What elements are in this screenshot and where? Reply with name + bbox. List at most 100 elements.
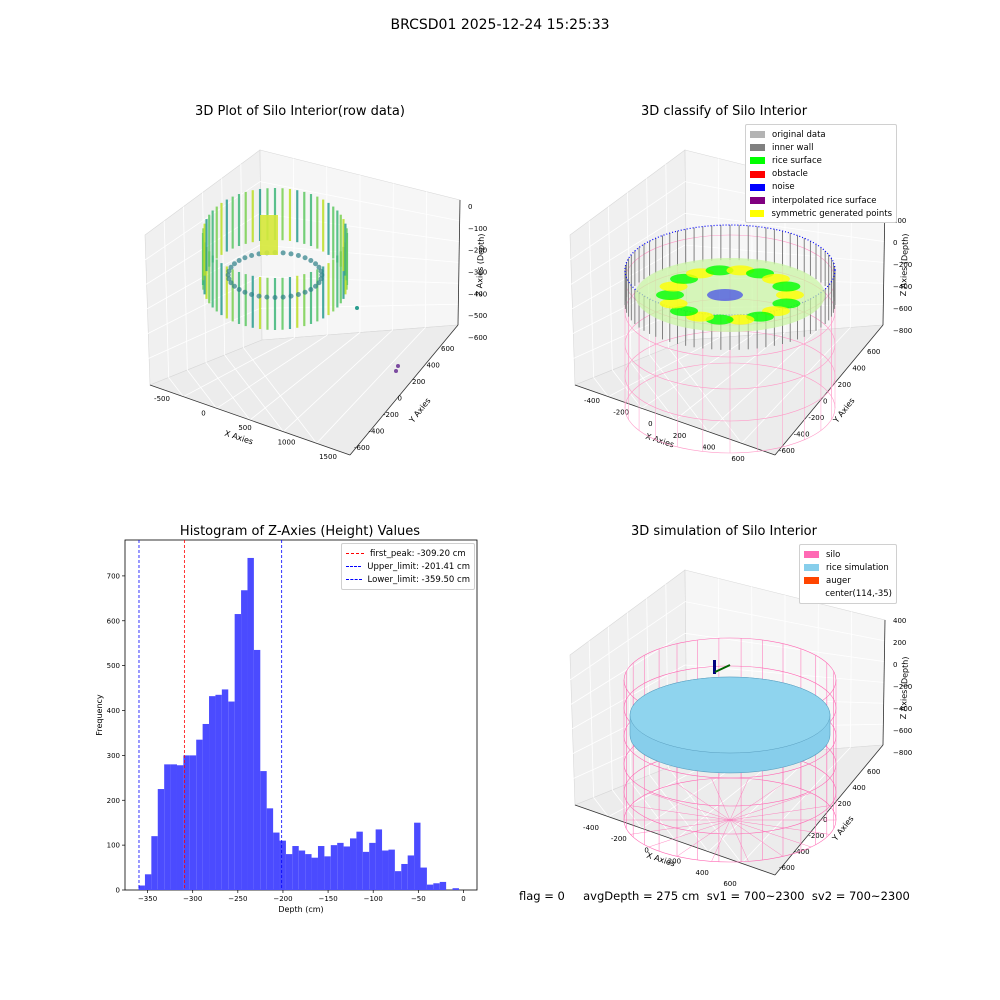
simulation-legend-swatch [804, 564, 819, 572]
z-tick-label: −800 [893, 749, 912, 757]
y-axis-line [349, 324, 459, 456]
classify-legend-label: interpolated rice surface [772, 195, 877, 206]
simulation-render [623, 637, 837, 863]
x-tick-label: 200 [668, 858, 681, 866]
x-tick-label: 400 [702, 443, 715, 451]
z-tick-label: 0 [893, 239, 897, 247]
panel4-legend: silo rice simulation auger center(114,-35) [799, 544, 897, 604]
z-tick-label: −600 [468, 334, 487, 342]
panel4-title: 3D simulation of Silo Interior [631, 524, 817, 539]
y-tick-label: 500 [107, 662, 120, 670]
histogram-bar [285, 854, 293, 890]
y-tick-label: 200 [107, 797, 120, 805]
z-tick-label: −500 [468, 312, 487, 320]
classify-legend-swatch [750, 197, 765, 205]
classify-legend-label: symmetric generated points [771, 208, 892, 219]
y-tick-label: -200 [808, 832, 824, 840]
classify-legend-label: obstacle [772, 169, 808, 180]
z-tick-label: 200 [893, 217, 906, 225]
x-axis-label: X Axies [645, 851, 676, 869]
histogram-bar [407, 855, 415, 890]
classify-legend-entry: inner wall [750, 141, 892, 154]
histogram-legend: first_peak: -309.20 cm Upper_limit: -201.… [341, 543, 475, 590]
histogram-bar [452, 888, 459, 890]
histogram-bar [253, 649, 261, 890]
x-tick-label: 500 [238, 424, 251, 432]
histogram-bar [362, 851, 370, 890]
y-tick-label: 0 [116, 887, 120, 895]
histogram-bar [382, 850, 389, 890]
histogram-bar [273, 832, 280, 890]
x-axis-label: Depth (cm) [278, 905, 323, 914]
histogram-bar [196, 739, 203, 890]
classify-legend-entry: noise [750, 181, 892, 194]
y-tick-label: 600 [107, 617, 120, 625]
z-tick-label: −800 [893, 327, 912, 335]
status-footer: flag = 0 avgDepth = 275 cm sv1 = 700~230… [519, 889, 910, 903]
x-tick-label: 0 [461, 895, 465, 903]
x-tick-label: 0 [644, 846, 648, 854]
x-axis-line [149, 384, 351, 456]
x-axis-line [574, 804, 776, 876]
histogram-bar [247, 557, 254, 890]
simulation-legend-swatch [804, 577, 819, 585]
y-axis-line [774, 744, 884, 876]
histogram-bar [228, 701, 235, 890]
z-tick-label: −300 [468, 269, 487, 277]
histogram-bar [420, 867, 427, 890]
histogram-bar [426, 884, 434, 890]
z-tick-label: 0 [468, 203, 472, 211]
x-tick-label: −50 [411, 895, 426, 903]
histogram-legend-entry: Lower_limit: -359.50 cm [346, 573, 470, 586]
histogram-bar [176, 765, 184, 890]
x-tick-label: 1000 [278, 439, 296, 447]
histogram-bar [260, 771, 267, 890]
simulation-legend-label: silo [826, 549, 841, 560]
histogram-legend-entry: Upper_limit: -201.41 cm [346, 560, 470, 573]
y-tick-label: 0 [823, 398, 827, 406]
histogram-bar [375, 829, 383, 890]
classify-legend-entry: symmetric generated points [750, 207, 892, 220]
y-tick-label: -200 [383, 411, 399, 419]
x-tick-label: −100 [364, 895, 383, 903]
histogram-bar [311, 857, 318, 890]
histogram-legend-label: Upper_limit: -201.41 cm [367, 561, 470, 572]
histogram-bar [279, 840, 286, 890]
y-tick-label: -600 [779, 864, 795, 872]
histogram-legend-swatch [346, 579, 362, 581]
histogram-legend-swatch [346, 566, 362, 568]
simulation-legend-swatch [804, 591, 818, 598]
histogram-legend-entry: first_peak: -309.20 cm [346, 547, 470, 560]
z-tick-label: 200 [893, 639, 906, 647]
panel1-title: 3D Plot of Silo Interior(row data) [195, 104, 405, 119]
simulation-legend-swatch [804, 551, 819, 559]
y-axis-line [774, 324, 884, 456]
x-tick-label: −150 [318, 895, 337, 903]
z-tick-label: 0 [893, 661, 897, 669]
simulation-legend-entry: center(114,-35) [804, 588, 892, 601]
y-axis-label: Frequency [95, 694, 104, 736]
histogram-bar [298, 850, 306, 890]
histogram-bar [292, 846, 299, 890]
histogram-bar [324, 856, 331, 890]
simulation-legend-entry: silo [804, 548, 892, 561]
figure-title: BRCSD01 2025-12-24 15:25:33 [390, 17, 610, 33]
z-tick-label: −600 [893, 727, 912, 735]
x-tick-label: −350 [138, 895, 157, 903]
y-tick-label: 600 [441, 345, 454, 353]
x-tick-label: -200 [611, 835, 627, 843]
rice-simulation-top [629, 676, 831, 754]
x-tick-label: −300 [183, 895, 202, 903]
z-tick-label: −200 [893, 261, 912, 269]
y-tick-label: 400 [427, 362, 440, 370]
z-tick-label: −600 [893, 305, 912, 313]
histogram-bar [401, 863, 408, 890]
histogram-bar [350, 838, 357, 890]
classify-legend-swatch [750, 157, 765, 165]
histogram-bar [414, 822, 421, 890]
simulation-legend-label: center(114,-35) [825, 589, 892, 600]
z-tick-label: −400 [893, 283, 912, 291]
x-tick-label: 400 [696, 869, 709, 877]
histogram-bar [157, 789, 165, 890]
histogram-bar [317, 846, 325, 890]
